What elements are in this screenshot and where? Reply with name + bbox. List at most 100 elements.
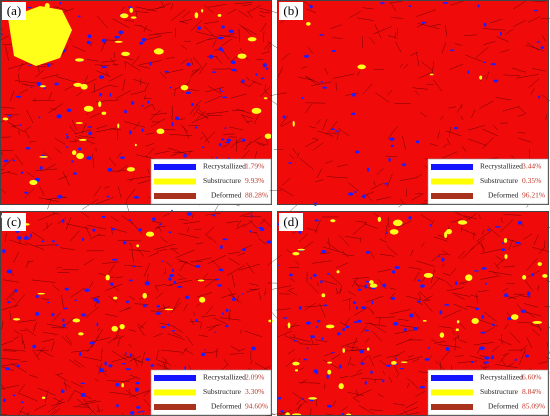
- grain-boundary: [473, 232, 475, 241]
- recrystallized-grain: [14, 289, 18, 293]
- recrystallized-grain: [219, 88, 221, 92]
- grain-boundary: [207, 255, 226, 265]
- substructure-grain: [297, 248, 305, 251]
- grain-boundary: [41, 298, 50, 301]
- recrystallized-grain: [365, 251, 370, 254]
- grain-boundary: [300, 379, 308, 384]
- recrystallized-grain: [517, 221, 523, 225]
- recrystallized-grain: [444, 304, 450, 306]
- grain-boundary: [45, 163, 56, 170]
- grain-boundary: [503, 74, 521, 77]
- grain-boundary: [230, 345, 240, 352]
- grain-boundary: [196, 111, 209, 119]
- grain-boundary: [5, 288, 17, 301]
- grain-boundary: [238, 10, 249, 18]
- grain-boundary: [369, 250, 375, 259]
- recrystallized-grain: [309, 399, 315, 402]
- recrystallized-grain: [403, 328, 407, 332]
- grain-boundary: [373, 181, 376, 186]
- grain-boundary: [542, 35, 546, 42]
- recrystallized-grain: [217, 284, 222, 287]
- recrystallized-grain: [101, 65, 107, 69]
- grain-boundary: [513, 20, 526, 27]
- grain-boundary: [285, 358, 295, 368]
- grain-boundary: [90, 233, 101, 240]
- grain-boundary: [500, 49, 510, 53]
- substructure-grain: [29, 179, 38, 186]
- grain-boundary: [122, 412, 125, 416]
- grain-boundary: [0, 116, 13, 123]
- substructure-grain: [197, 279, 205, 282]
- grain-boundary: [490, 18, 503, 24]
- grain-boundary: [267, 97, 278, 105]
- grain-boundary: [128, 295, 135, 300]
- grain-boundary: [97, 404, 100, 413]
- grain-boundary: [246, 136, 262, 147]
- recrystallized-grain: [116, 403, 119, 408]
- grain-boundary: [124, 264, 143, 267]
- recrystallized-grain: [195, 319, 198, 322]
- grain-boundary: [468, 138, 487, 146]
- grain-boundary: [137, 179, 150, 185]
- grain-boundary: [445, 281, 453, 288]
- recrystallized-grain: [176, 285, 183, 288]
- substructure-grain: [101, 111, 107, 115]
- recrystallized-grain: [225, 308, 229, 312]
- legend-name: Substructure: [203, 387, 242, 396]
- grain-boundary: [496, 36, 510, 43]
- recrystallized-grain: [420, 284, 425, 288]
- grain-boundary: [78, 400, 101, 406]
- panel-label-box: [279, 2, 303, 20]
- recrystallized-grain: [65, 133, 68, 136]
- legend-name: Deformed: [211, 191, 242, 200]
- recrystallized-grain: [133, 195, 139, 199]
- substructure-grain: [142, 292, 147, 299]
- recrystallized-grain: [249, 230, 252, 233]
- grain-boundary: [370, 309, 375, 315]
- recrystallized-grain: [20, 401, 24, 404]
- grain-boundary: [152, 104, 156, 110]
- recrystallized-grain: [226, 138, 231, 142]
- recrystallized-grain: [191, 102, 194, 107]
- grain-boundary: [263, 88, 268, 95]
- grain-boundary: [421, 61, 433, 71]
- grain-boundary: [373, 213, 383, 220]
- grain-boundary: [26, 172, 35, 178]
- recrystallized-grain: [345, 325, 350, 329]
- grain-boundary: [261, 218, 272, 227]
- grain-boundary: [144, 82, 149, 91]
- grain-boundary: [512, 244, 522, 248]
- grain-boundary: [91, 85, 109, 94]
- grain-boundary: [65, 335, 73, 345]
- grain-boundary: [178, 261, 189, 263]
- grain-boundary: [450, 0, 464, 6]
- grain-boundary: [101, 42, 106, 52]
- recrystallized-grain: [35, 294, 39, 299]
- recrystallized-grain: [241, 79, 245, 83]
- grain-boundary: [132, 354, 138, 368]
- grain-boundary: [375, 92, 390, 103]
- recrystallized-grain: [126, 300, 129, 304]
- grain-boundary: [122, 79, 126, 91]
- recrystallized-grain: [145, 358, 151, 361]
- grain-boundary: [246, 76, 250, 81]
- grain-boundary: [171, 9, 186, 21]
- grain-boundary: [518, 106, 527, 115]
- grain-boundary: [421, 242, 425, 247]
- recrystallized-grain: [130, 410, 135, 415]
- recrystallized-grain: [2, 249, 6, 254]
- grain-boundary: [288, 290, 298, 296]
- grain-boundary: [178, 233, 200, 239]
- grain-boundary: [399, 177, 418, 181]
- grain-boundary: [23, 340, 26, 349]
- grain-boundary: [428, 354, 433, 359]
- recrystallized-grain: [164, 70, 169, 73]
- recrystallized-grain: [305, 321, 311, 325]
- grain-boundary: [90, 337, 111, 343]
- grain-boundary: [32, 349, 40, 360]
- recrystallized-grain: [222, 49, 224, 53]
- grain-boundary: [374, 24, 382, 39]
- grain-boundary: [111, 355, 133, 363]
- grain-boundary: [117, 337, 121, 347]
- recrystallized-grain: [222, 96, 228, 99]
